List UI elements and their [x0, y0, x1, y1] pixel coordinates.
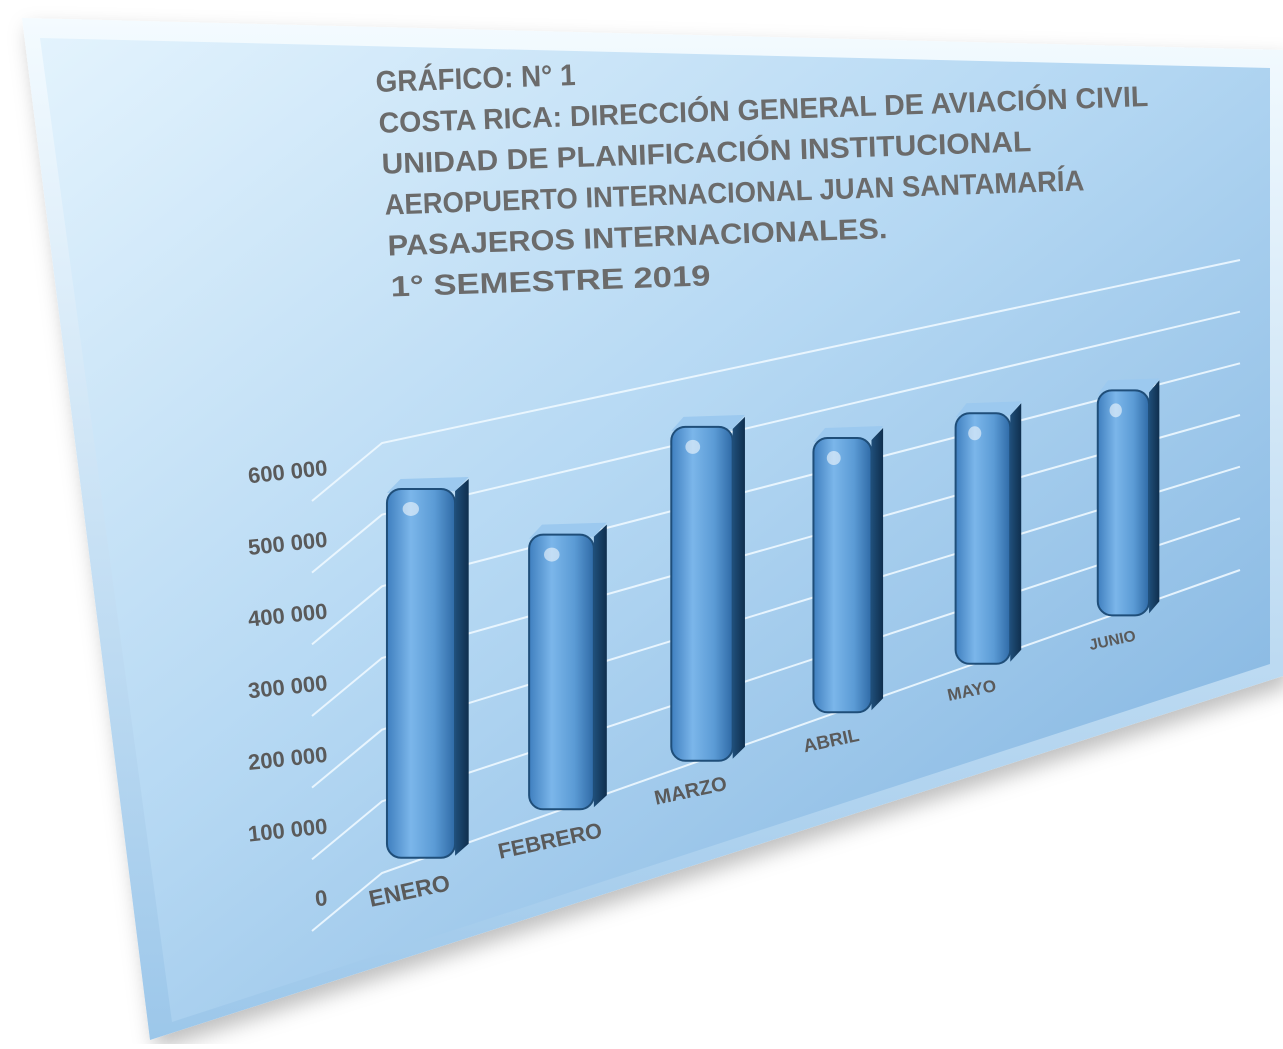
- bar: [670, 414, 745, 762]
- grid-line: [311, 362, 1241, 646]
- grid-line: [311, 517, 1241, 861]
- grid-line: [311, 414, 1241, 717]
- grid-line: [311, 259, 1241, 502]
- bars: [385, 378, 1160, 859]
- grid-line: [311, 569, 1241, 932]
- grid-lines: [311, 259, 1241, 932]
- grid-line: [311, 310, 1241, 574]
- y-tick-label: 0: [314, 885, 329, 911]
- bar: [385, 476, 469, 859]
- bar: [954, 401, 1022, 665]
- bar: [812, 426, 884, 714]
- title-line: GRÁFICO: N° 1: [375, 58, 576, 99]
- grid-line: [311, 465, 1241, 789]
- bar: [1096, 378, 1160, 617]
- chart-panel: [22, 18, 1283, 1040]
- bar: [528, 522, 607, 811]
